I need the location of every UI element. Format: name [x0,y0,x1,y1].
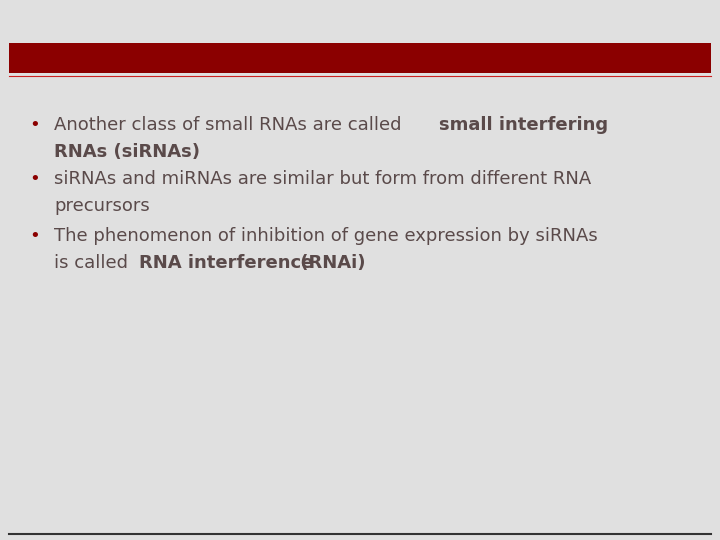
Text: RNA interference: RNA interference [139,254,313,272]
Text: RNAs (siRNAs): RNAs (siRNAs) [54,143,200,161]
Text: •: • [29,227,40,245]
Text: The phenomenon of inhibition of gene expression by siRNAs: The phenomenon of inhibition of gene exp… [54,227,598,245]
Text: is called: is called [54,254,134,272]
Text: •: • [29,170,40,188]
Text: •: • [29,116,40,134]
Bar [9,43,711,73]
Text: siRNAs and miRNAs are similar but form from different RNA: siRNAs and miRNAs are similar but form f… [54,170,591,188]
Text: precursors: precursors [54,197,150,215]
Text: small interfering: small interfering [439,116,608,134]
Text: Another class of small RNAs are called: Another class of small RNAs are called [54,116,408,134]
Text: (RNAi): (RNAi) [294,254,365,272]
